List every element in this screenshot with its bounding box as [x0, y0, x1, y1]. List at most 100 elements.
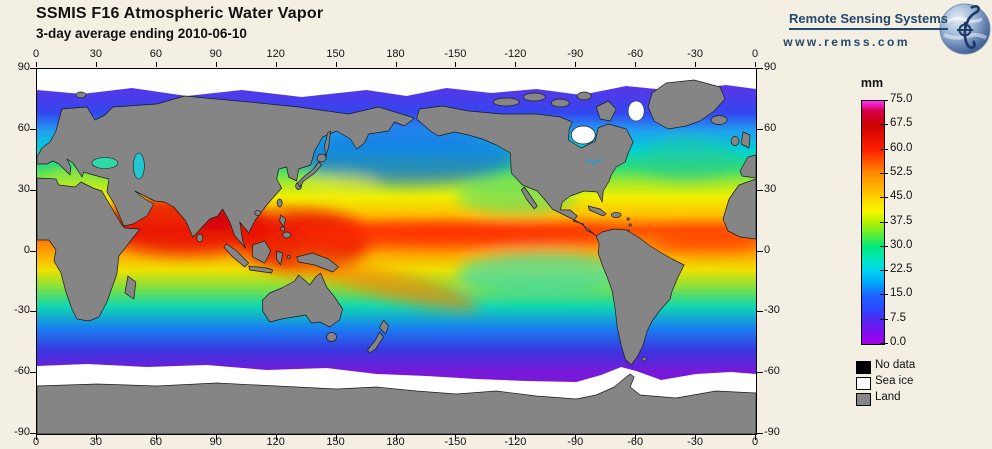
- rss-globe-logo-icon: [939, 3, 991, 55]
- landmasses: [37, 79, 756, 434]
- iberia-france-seam: [739, 154, 756, 179]
- lon-tick-mark-bottom: [275, 435, 277, 440]
- lat-tick-label-left: -90: [14, 426, 30, 438]
- colorbar-tick-mark: [880, 124, 888, 126]
- lon-tick-label-top: 90: [209, 48, 222, 60]
- colorbar-tick-mark: [880, 148, 888, 150]
- lon-tick-mark-bottom: [395, 435, 397, 440]
- lon-tick-label-top: 0: [32, 48, 40, 60]
- cuba: [587, 205, 607, 217]
- lon-tick-mark-top: [395, 62, 397, 67]
- lon-tick-label-bottom: 150: [326, 436, 345, 448]
- west-pacific-warm-pool-blob: [239, 209, 370, 273]
- lon-tick-mark-top: [215, 62, 217, 67]
- colorbar-tick-label: 15.0: [890, 287, 913, 300]
- sakhalin: [324, 130, 331, 158]
- borneo: [252, 240, 272, 264]
- new-zealand-north: [379, 319, 389, 335]
- colorbar-tick-mark: [880, 197, 888, 199]
- legend-label: No data: [875, 359, 916, 371]
- hainan: [254, 210, 262, 216]
- sulawesi: [276, 250, 284, 266]
- lat-tick-label-right: -90: [764, 426, 780, 438]
- mindanao: [282, 231, 291, 239]
- great-lakes-1: [586, 159, 591, 163]
- lon-tick-label-bottom: -60: [627, 436, 644, 448]
- north-america-landmass: [416, 105, 634, 237]
- colorbar-tick-mark: [880, 172, 888, 174]
- lon-tick-label-top: -90: [567, 48, 584, 60]
- lon-tick-label-bottom: 0: [32, 436, 40, 448]
- legend-swatch-land: [856, 393, 871, 406]
- south-america-landmass: [595, 228, 685, 366]
- lat-tick-mark-right: [757, 372, 763, 374]
- lat-tick-mark-right: [757, 433, 763, 434]
- lat-tick-mark-left: [30, 250, 36, 252]
- hispaniola: [610, 212, 622, 218]
- black-sea: [91, 157, 119, 169]
- page-subtitle: 3-day average ending 2010-06-10: [36, 26, 247, 41]
- colorbar-tick-label: 75.0: [890, 93, 913, 105]
- colorbar-unit-label: mm: [860, 76, 884, 90]
- lon-tick-label-bottom: 120: [266, 436, 285, 448]
- lon-tick-label-top: 60: [149, 48, 162, 60]
- moluccas: [286, 255, 291, 259]
- lat-tick-label-right: 30: [764, 182, 777, 195]
- lon-tick-mark-top: [36, 62, 37, 67]
- lat-tick-label-left: 0: [23, 243, 30, 256]
- lon-tick-label-top: -30: [687, 48, 704, 60]
- lon-tick-mark-bottom: [335, 435, 337, 440]
- lon-tick-label-top: 150: [326, 48, 345, 60]
- lat-tick-mark-right: [757, 311, 763, 313]
- legend-label: Land: [875, 391, 901, 403]
- colorbar-tick-mark: [880, 343, 888, 344]
- lon-tick-label-bottom: 60: [149, 436, 162, 448]
- lat-tick-mark-left: [30, 433, 36, 434]
- logo-org-name: Remote Sensing Systems: [789, 11, 948, 30]
- lat-tick-mark-right: [757, 68, 763, 69]
- lon-tick-mark-top: [275, 62, 277, 67]
- colorbar: [861, 100, 885, 345]
- lon-tick-label-top: 0: [751, 48, 759, 60]
- lon-tick-label-bottom: 180: [386, 436, 405, 448]
- lon-tick-mark-bottom: [215, 435, 217, 440]
- arctic-sea-ice: [37, 69, 756, 97]
- iceland: [710, 115, 728, 125]
- arctic-island-2: [522, 92, 546, 102]
- ireland: [730, 136, 740, 146]
- lon-tick-mark-top: [575, 62, 577, 67]
- hokkaido: [316, 153, 327, 163]
- taiwan: [276, 198, 283, 208]
- arctic-island-3: [550, 98, 570, 108]
- great-lakes-3: [596, 159, 601, 163]
- great-lakes-2: [591, 161, 596, 165]
- spcz-band: [294, 257, 479, 311]
- lat-tick-mark-right: [757, 189, 763, 191]
- lon-tick-mark-bottom: [36, 435, 37, 440]
- java: [248, 265, 274, 274]
- lat-tick-label-right: 60: [764, 121, 777, 134]
- honshu-japan: [297, 161, 322, 188]
- lat-tick-mark-left: [30, 68, 36, 69]
- tasmania: [326, 332, 337, 342]
- lon-tick-label-top: 180: [386, 48, 405, 60]
- colorbar-tick-label: 22.5: [890, 263, 913, 276]
- madagascar: [124, 275, 137, 300]
- colorbar-tick-label: 7.5: [890, 311, 906, 324]
- lon-tick-label-top: 120: [266, 48, 285, 60]
- lat-tick-label-left: -30: [14, 304, 30, 317]
- lon-tick-mark-top: [95, 62, 97, 67]
- colorbar-tick-label: 45.0: [890, 190, 913, 203]
- legend-swatch-no-data: [856, 361, 871, 374]
- lon-tick-mark-top: [755, 62, 756, 67]
- colorbar-tick-label: 37.5: [890, 214, 913, 227]
- lat-tick-mark-left: [30, 311, 36, 313]
- lon-tick-mark-bottom: [755, 435, 756, 440]
- logo-website-url: www.remss.com: [783, 35, 910, 49]
- lon-tick-mark-bottom: [635, 435, 637, 440]
- lat-tick-label-right: -60: [764, 365, 780, 378]
- world-map-plot: [36, 68, 757, 435]
- colorbar-tick-mark: [880, 100, 888, 101]
- lon-tick-label-bottom: 30: [89, 436, 103, 448]
- lon-tick-mark-bottom: [95, 435, 97, 440]
